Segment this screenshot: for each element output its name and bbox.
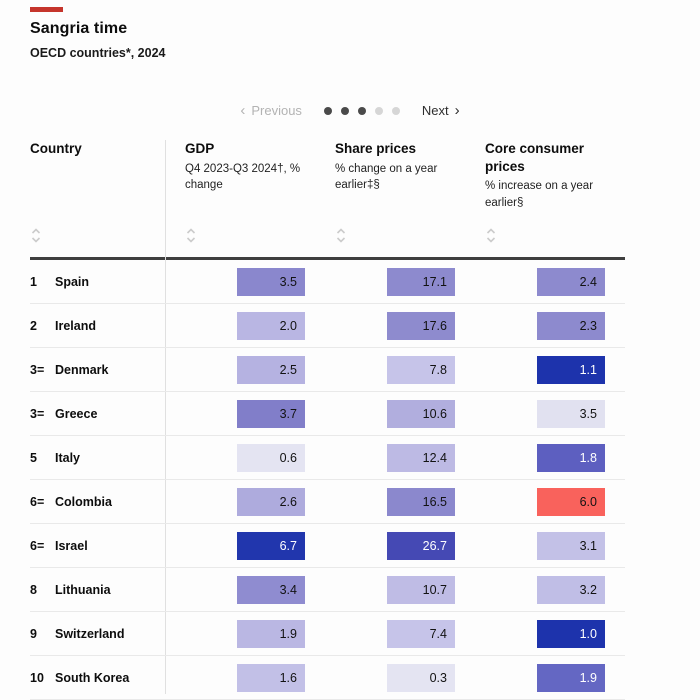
rank-label: 6= — [30, 494, 45, 509]
table-row: 5 Italy 0.6 12.4 1.8 — [30, 436, 625, 481]
core-prices-value-pill: 1.0 — [537, 619, 605, 648]
next-label: Next — [421, 103, 449, 118]
column-divider — [165, 140, 166, 694]
ranking-table: Country GDP Q4 2023-Q3 2024†, % change S… — [30, 140, 625, 700]
rank-label: 5 — [30, 450, 37, 465]
table-row: 3= Greece 3.7 10.6 3.5 — [30, 392, 625, 437]
next-button[interactable]: Next › — [422, 103, 460, 118]
sort-country-icon[interactable] — [30, 227, 42, 244]
gdp-value-pill: 1.9 — [237, 619, 305, 648]
rank-label: 3= — [30, 406, 45, 421]
share-prices-value-pill: 12.4 — [387, 443, 455, 472]
sort-row — [30, 225, 625, 251]
country-label: Israel — [55, 538, 88, 553]
pagination-dot[interactable] — [391, 106, 400, 115]
column-header-core-consumer-prices: Core consumer prices % increase on a yea… — [485, 141, 594, 209]
column-header-gdp: GDP Q4 2023-Q3 2024†, % change — [185, 141, 301, 192]
share-prices-value-pill: 16.5 — [387, 487, 455, 516]
rank-label: 1 — [30, 274, 37, 289]
country-label: Colombia — [55, 494, 112, 509]
share-prices-value-pill: 0.3 — [387, 663, 455, 692]
table-header-row: Country GDP Q4 2023-Q3 2024†, % change S… — [30, 140, 625, 211]
pagination-dot[interactable] — [323, 106, 332, 115]
core-prices-value-pill: 1.8 — [537, 443, 605, 472]
gdp-value-pill: 2.6 — [237, 487, 305, 516]
gdp-value-pill: 0.6 — [237, 443, 305, 472]
country-label: Denmark — [55, 362, 109, 377]
gdp-value-pill: 2.5 — [237, 355, 305, 384]
brand-red-rule-icon — [30, 7, 63, 12]
core-prices-value-pill: 1.1 — [537, 355, 605, 384]
share-prices-value-pill: 17.1 — [387, 267, 455, 296]
pagination: ‹ Previous Next › — [0, 103, 700, 118]
rank-label: 2 — [30, 318, 37, 333]
page-subtitle: OECD countries*, 2024 — [30, 46, 166, 60]
column-header-share-prices: Share prices % change on a year earlier‡… — [335, 141, 438, 192]
previous-button[interactable]: ‹ Previous — [240, 103, 302, 118]
column-header-country: Country — [30, 141, 82, 156]
core-prices-value-pill: 1.9 — [537, 663, 605, 692]
core-prices-value-pill: 2.3 — [537, 311, 605, 340]
rank-label: 9 — [30, 626, 37, 641]
share-prices-value-pill: 7.8 — [387, 355, 455, 384]
pagination-dot[interactable] — [357, 106, 366, 115]
country-label: Italy — [55, 450, 81, 465]
core-prices-value-pill: 6.0 — [537, 487, 605, 516]
pagination-dots — [323, 106, 400, 115]
table-row: 10 South Korea 1.6 0.3 1.9 — [30, 656, 625, 700]
core-prices-value-pill: 3.5 — [537, 399, 605, 428]
rank-label: 6= — [30, 538, 45, 553]
sort-share-prices-icon[interactable] — [335, 227, 347, 244]
share-prices-value-pill: 17.6 — [387, 311, 455, 340]
core-prices-value-pill: 2.4 — [537, 267, 605, 296]
masthead: Sangria time OECD countries*, 2024 — [30, 7, 165, 60]
rank-label: 8 — [30, 582, 37, 597]
chevron-right-icon: › — [454, 102, 460, 119]
sort-gdp-icon[interactable] — [185, 227, 197, 244]
share-prices-value-pill: 26.7 — [387, 531, 455, 560]
country-label: Switzerland — [55, 626, 125, 641]
pagination-dot[interactable] — [340, 106, 349, 115]
sort-core-prices-icon[interactable] — [485, 227, 497, 244]
country-label: Ireland — [55, 318, 96, 333]
country-label: South Korea — [55, 670, 130, 685]
chevron-left-icon: ‹ — [240, 102, 246, 119]
table-row: 8 Lithuania 3.4 10.7 3.2 — [30, 568, 625, 613]
table-row: 6= Colombia 2.6 16.5 6.0 — [30, 480, 625, 525]
country-label: Lithuania — [55, 582, 111, 597]
table-row: 9 Switzerland 1.9 7.4 1.0 — [30, 612, 625, 657]
table-row: 1 Spain 3.5 17.1 2.4 — [30, 260, 625, 305]
header-rule — [30, 257, 625, 261]
core-prices-value-pill: 3.1 — [537, 531, 605, 560]
table-row: 6= Israel 6.7 26.7 3.1 — [30, 524, 625, 569]
gdp-value-pill: 6.7 — [237, 531, 305, 560]
table-body: 1 Spain 3.5 17.1 2.4 2 Ireland 2.0 17.6 … — [30, 260, 625, 700]
page-title: Sangria time — [30, 20, 128, 37]
core-prices-value-pill: 3.2 — [537, 575, 605, 604]
gdp-value-pill: 2.0 — [237, 311, 305, 340]
previous-label: Previous — [251, 103, 302, 118]
pagination-dot[interactable] — [374, 106, 383, 115]
country-label: Spain — [55, 274, 90, 289]
gdp-value-pill: 3.4 — [237, 575, 305, 604]
country-label: Greece — [55, 406, 98, 421]
share-prices-value-pill: 10.7 — [387, 575, 455, 604]
share-prices-value-pill: 7.4 — [387, 619, 455, 648]
table-row: 2 Ireland 2.0 17.6 2.3 — [30, 304, 625, 349]
gdp-value-pill: 3.7 — [237, 399, 305, 428]
share-prices-value-pill: 10.6 — [387, 399, 455, 428]
rank-label: 3= — [30, 362, 45, 377]
table-row: 3= Denmark 2.5 7.8 1.1 — [30, 348, 625, 393]
rank-label: 10 — [30, 670, 44, 685]
gdp-value-pill: 3.5 — [237, 267, 305, 296]
gdp-value-pill: 1.6 — [237, 663, 305, 692]
